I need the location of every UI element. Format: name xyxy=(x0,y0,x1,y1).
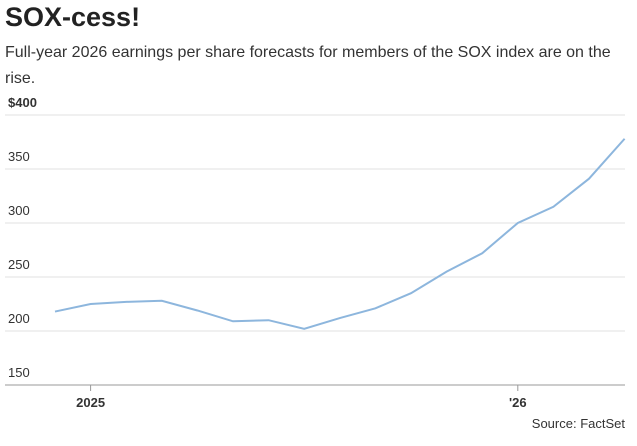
y-tick-label: $400 xyxy=(8,95,37,110)
chart-subtitle: Full-year 2026 earnings per share foreca… xyxy=(5,44,611,87)
chart-title: SOX-cess! xyxy=(5,2,141,32)
source: Source: FactSet xyxy=(532,416,626,431)
series-line xyxy=(54,138,626,330)
y-tick-label: 350 xyxy=(8,149,30,164)
x-tick-label: 2025 xyxy=(76,395,105,410)
y-tick-label: 200 xyxy=(8,311,30,326)
y-tick-label: 300 xyxy=(8,203,30,218)
y-tick-label: 150 xyxy=(8,365,30,380)
x-tick-label: '26 xyxy=(509,395,527,410)
y-tick-label: 250 xyxy=(8,257,30,272)
